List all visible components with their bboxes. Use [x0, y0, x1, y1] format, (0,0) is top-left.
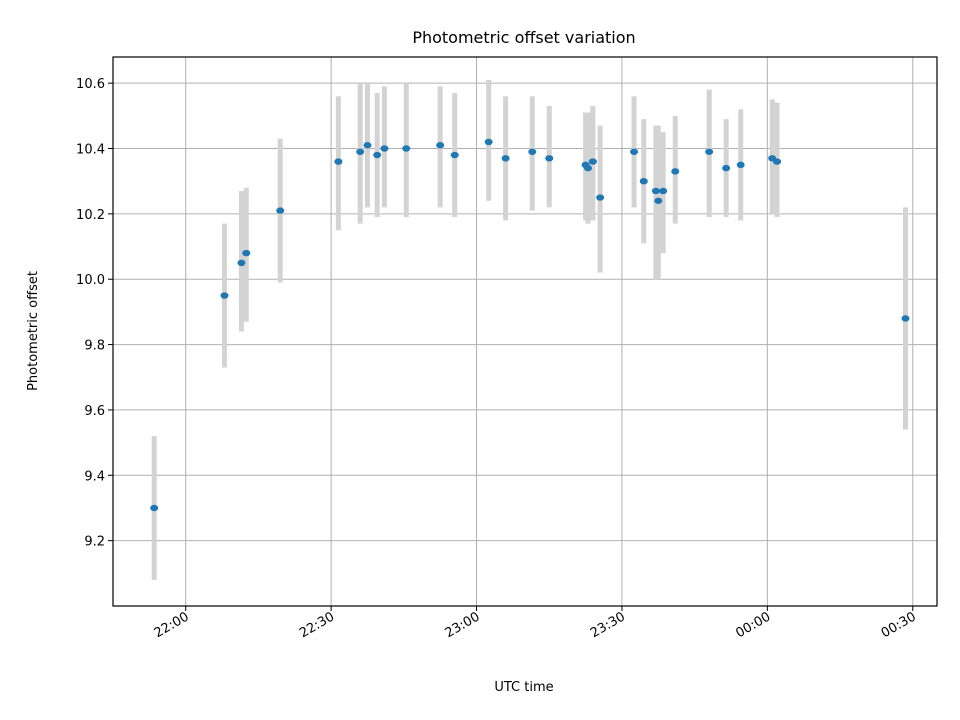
y-tick-label: 9.8: [84, 339, 105, 354]
data-point: [242, 249, 251, 257]
data-point: [363, 142, 372, 149]
data-point: [659, 187, 668, 195]
data-point: [528, 148, 537, 155]
y-tick-label: 10.4: [76, 143, 105, 158]
data-point: [722, 164, 731, 172]
data-point: [501, 155, 510, 162]
x-tick-label: 23:00: [443, 609, 483, 641]
data-point: [237, 259, 246, 267]
data-point: [705, 148, 714, 155]
data-point: [596, 194, 605, 201]
data-point: [484, 138, 493, 146]
data-point: [276, 207, 285, 214]
y-tick-label: 10.0: [76, 273, 105, 288]
x-tick-label: 22:00: [152, 609, 192, 641]
data-point: [380, 145, 389, 152]
y-axis-label: Photometric offset: [26, 271, 41, 391]
data-point: [630, 148, 639, 155]
x-axis-label: UTC time: [494, 680, 553, 695]
data-point: [356, 148, 365, 155]
chart-title: Photometric offset variation: [412, 28, 635, 47]
data-point: [450, 151, 459, 159]
data-point: [654, 197, 663, 204]
x-tick-label: 00:30: [879, 609, 919, 641]
data-point: [436, 142, 445, 149]
data-point: [651, 187, 660, 195]
data-point: [545, 155, 554, 162]
x-tick-label: 23:30: [588, 609, 628, 641]
y-tick-label: 10.2: [76, 208, 105, 223]
data-point: [373, 151, 382, 159]
data-point: [901, 315, 910, 322]
data-point: [639, 177, 648, 185]
data-point: [334, 158, 343, 165]
data-point: [402, 145, 411, 152]
tick-layer: 22:00 22:30 23:00 23:30 00:00 00:30 9.2 9.4 9.6 9…: [76, 77, 919, 641]
y-tick-label: 9.2: [84, 535, 105, 550]
data-point: [150, 504, 159, 512]
data-point: [220, 292, 229, 299]
errorbar-layer: [151, 79, 908, 580]
x-tick-label: 22:30: [297, 609, 337, 641]
point-layer: [150, 138, 910, 512]
data-point: [671, 168, 680, 175]
y-tick-label: 10.6: [76, 77, 105, 92]
data-point: [588, 158, 597, 165]
plot-frame: [112, 56, 938, 607]
data-point: [736, 161, 745, 169]
data-point: [773, 158, 782, 165]
x-tick-label: 00:00: [733, 609, 773, 641]
y-tick-label: 9.4: [84, 469, 105, 484]
data-point: [584, 164, 593, 172]
grid-layer: [113, 57, 937, 606]
y-tick-label: 9.6: [84, 404, 105, 419]
